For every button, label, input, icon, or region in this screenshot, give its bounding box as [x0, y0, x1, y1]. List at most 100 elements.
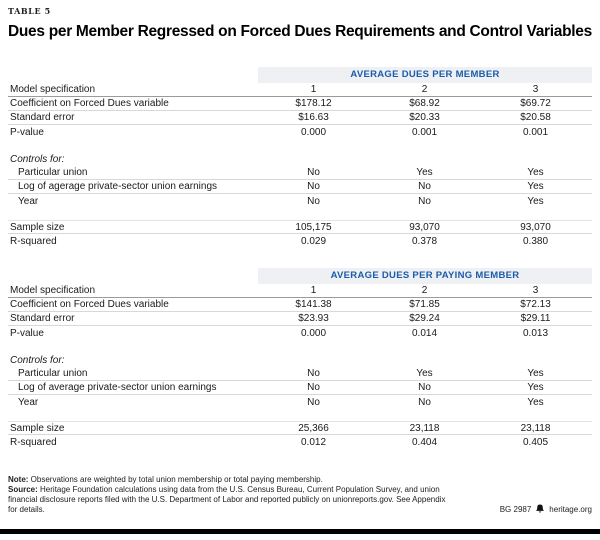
controls-heading: Controls for:: [8, 353, 592, 367]
section-band-title: AVERAGE DUES PER MEMBER: [258, 67, 592, 83]
cell-value: 0.014: [411, 327, 438, 339]
stat-row: Coefficient on Forced Dues variable $178.…: [8, 97, 592, 111]
controls-heading: Controls for:: [8, 152, 592, 166]
site-name: heritage.org: [549, 504, 592, 514]
section-band-row: AVERAGE DUES PER MEMBER: [8, 67, 592, 83]
cell-value: $20.58: [520, 112, 551, 123]
cell-value: $29.24: [409, 313, 440, 324]
cell-value: 0.404: [411, 436, 438, 448]
table-number: TABLE 5: [8, 6, 51, 16]
cell-value: No: [307, 396, 320, 408]
row-label: Controls for:: [10, 153, 65, 165]
table-avg-dues-per-member: AVERAGE DUES PER MEMBER Model specificati…: [8, 67, 592, 248]
note-line: Note: Observations are weighted by total…: [8, 475, 453, 485]
cell-value: No: [418, 181, 431, 192]
control-row: Log of agerage private-sector union earn…: [8, 180, 592, 194]
cell-value: 0.029: [300, 235, 327, 247]
footnotes: Note: Observations are weighted by total…: [8, 475, 453, 515]
row-label: Controls for:: [10, 354, 65, 366]
table-avg-dues-per-paying-member: AVERAGE DUES PER PAYING MEMBER Model spec…: [8, 268, 592, 449]
cell-value: 0.405: [522, 436, 549, 448]
doc-id: BG 2987: [499, 504, 532, 514]
summary-row: Sample size 25,366 23,118 23,118: [8, 421, 592, 435]
cell-value: No: [307, 167, 320, 178]
row-label: Year: [18, 195, 39, 207]
cell-value: 25,366: [298, 422, 329, 434]
cell-value: 105,175: [295, 221, 332, 233]
cell-value: No: [307, 382, 320, 393]
row-label: Particular union: [18, 167, 88, 178]
control-row: Log of average private-sector union earn…: [8, 381, 592, 395]
cell-value: $141.38: [295, 299, 332, 310]
cell-value: $178.12: [295, 98, 332, 109]
stat-row: P-value 0.000 0.014 0.013: [8, 326, 592, 340]
cell-value: Yes: [527, 195, 544, 207]
stat-row: Standard error $23.93 $29.24 $29.11: [8, 312, 592, 326]
cell-value: $16.63: [298, 112, 329, 123]
row-label: Coefficient on Forced Dues variable: [10, 98, 169, 109]
cell-value: 0.000: [300, 126, 327, 138]
cell-value: No: [307, 368, 320, 379]
control-row: Year No No Yes: [8, 194, 592, 208]
cell-value: No: [307, 195, 320, 207]
cell-value: 3: [532, 84, 539, 95]
row-label: Year: [18, 396, 39, 408]
cell-value: 0.380: [522, 235, 549, 247]
note-text: Observations are weighted by total union…: [28, 475, 323, 484]
row-label: Log of agerage private-sector union earn…: [18, 181, 218, 192]
cell-value: No: [418, 195, 431, 207]
row-label: Sample size: [10, 221, 65, 233]
stat-row: P-value 0.000 0.001 0.001: [8, 125, 592, 139]
cell-value: 0.013: [522, 327, 549, 339]
cell-value: $69.72: [520, 98, 551, 109]
source-line: Source: Heritage Foundation calculations…: [8, 485, 453, 515]
stat-row: Standard error $16.63 $20.33 $20.58: [8, 111, 592, 125]
section-band-row: AVERAGE DUES PER PAYING MEMBER: [8, 268, 592, 284]
cell-value: 23,118: [520, 422, 551, 434]
row-label: Standard error: [10, 112, 75, 123]
cell-value: No: [418, 382, 431, 393]
cell-value: 0.012: [300, 436, 327, 448]
table-5-page: TABLE 5 Dues per Member Regressed on For…: [8, 6, 592, 515]
note-label: Note:: [8, 475, 29, 484]
cell-value: 93,070: [520, 221, 551, 233]
cell-value: Yes: [527, 181, 544, 192]
cell-value: 1: [310, 285, 317, 296]
cell-value: 93,070: [409, 221, 440, 233]
cell-value: $71.85: [409, 299, 440, 310]
cell-value: 0.001: [522, 126, 549, 138]
liberty-bell-icon: [536, 504, 545, 513]
cell-value: $29.11: [520, 313, 551, 324]
cell-value: No: [418, 396, 431, 408]
cell-value: 23,118: [409, 422, 440, 434]
row-label: Sample size: [10, 422, 65, 434]
cell-value: No: [307, 181, 320, 192]
cell-value: Yes: [527, 167, 544, 178]
cell-value: Yes: [527, 368, 544, 379]
control-row: Particular union No Yes Yes: [8, 166, 592, 180]
summary-row: R-squared 0.012 0.404 0.405: [8, 435, 592, 449]
cell-value: $72.13: [520, 299, 551, 310]
cell-value: 2: [421, 285, 428, 296]
cell-value: $68.92: [409, 98, 440, 109]
cell-value: 0.378: [411, 235, 438, 247]
row-label: P-value: [10, 327, 44, 339]
control-row: Year No No Yes: [8, 395, 592, 409]
summary-row: R-squared 0.029 0.378 0.380: [8, 234, 592, 248]
model-spec-row: Model specification 1 2 3: [8, 284, 592, 298]
footer: Note: Observations are weighted by total…: [8, 475, 592, 515]
row-label: Standard error: [10, 313, 75, 324]
row-label: Model specification: [10, 285, 96, 296]
band-spacer: [8, 67, 258, 83]
row-label: Particular union: [18, 368, 88, 379]
cell-value: 2: [421, 84, 428, 95]
cell-value: $23.93: [298, 313, 329, 324]
cell-value: 0.001: [411, 126, 438, 138]
summary-row: Sample size 105,175 93,070 93,070: [8, 220, 592, 234]
row-label: P-value: [10, 126, 44, 138]
row-label: Model specification: [10, 84, 96, 95]
source-label: Source:: [8, 485, 38, 494]
cell-value: Yes: [527, 382, 544, 393]
table-title: Dues per Member Regressed on Forced Dues…: [8, 23, 592, 40]
section-band-title: AVERAGE DUES PER PAYING MEMBER: [258, 268, 592, 284]
